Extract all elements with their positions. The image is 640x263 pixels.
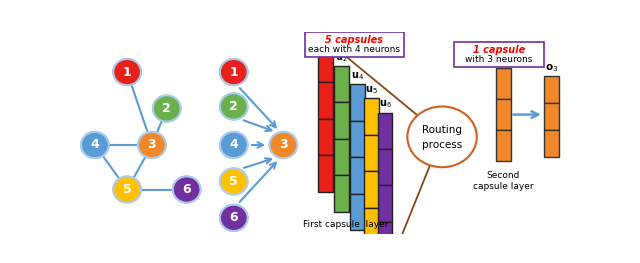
Text: 1 capsule: 1 capsule [473, 45, 525, 55]
Bar [544, 130, 559, 157]
Text: 6: 6 [182, 183, 191, 196]
Bar [334, 66, 349, 102]
Bar [378, 113, 392, 149]
Ellipse shape [269, 132, 297, 158]
Bar [364, 135, 379, 171]
Bar [495, 130, 511, 161]
Bar [378, 149, 392, 185]
Text: with 3 neurons: with 3 neurons [465, 55, 533, 64]
Text: 6: 6 [230, 211, 238, 224]
Bar [318, 82, 333, 119]
Text: 2: 2 [163, 102, 171, 115]
Bar [544, 76, 559, 103]
Ellipse shape [220, 205, 248, 231]
Text: $\mathbf{u}_{6}$: $\mathbf{u}_{6}$ [379, 98, 392, 110]
Ellipse shape [220, 93, 248, 120]
Text: 1: 1 [123, 65, 131, 79]
Bar [334, 139, 349, 175]
Text: $\mathbf{u}_{2}$: $\mathbf{u}_{2}$ [335, 52, 348, 64]
Ellipse shape [138, 132, 166, 158]
Ellipse shape [113, 59, 141, 85]
Text: 4: 4 [90, 138, 99, 151]
Ellipse shape [220, 59, 248, 85]
Bar [364, 98, 379, 135]
Text: 1: 1 [229, 65, 238, 79]
Text: $\mathbf{u}_{1}$: $\mathbf{u}_{1}$ [319, 32, 332, 43]
Ellipse shape [113, 176, 141, 203]
Bar [364, 208, 379, 244]
FancyBboxPatch shape [305, 32, 404, 57]
Bar [495, 68, 511, 99]
Bar [378, 185, 392, 222]
Text: Routing: Routing [422, 125, 462, 135]
Text: each with 4 neurons: each with 4 neurons [308, 45, 400, 54]
Text: $\mathbf{o}_3$: $\mathbf{o}_3$ [545, 62, 558, 74]
Bar [350, 121, 365, 157]
Text: 4: 4 [229, 138, 238, 151]
Ellipse shape [173, 176, 200, 203]
Bar [350, 157, 365, 194]
Bar [334, 102, 349, 139]
Ellipse shape [220, 132, 248, 158]
Text: $\mathbf{e}_3$: $\mathbf{e}_3$ [497, 54, 509, 65]
Text: Second
capsule layer: Second capsule layer [473, 171, 533, 191]
Text: 2: 2 [229, 100, 238, 113]
Bar [364, 171, 379, 208]
Bar [495, 99, 511, 130]
Text: 3: 3 [279, 138, 287, 151]
Text: process: process [422, 140, 462, 150]
Ellipse shape [407, 107, 477, 167]
Bar [318, 119, 333, 155]
FancyBboxPatch shape [454, 42, 544, 67]
Text: 5 capsules: 5 capsules [325, 35, 383, 45]
Ellipse shape [220, 168, 248, 195]
Bar [318, 155, 333, 191]
Text: 5: 5 [229, 175, 238, 188]
Text: $\mathbf{u}_{5}$: $\mathbf{u}_{5}$ [365, 84, 378, 96]
Text: First capsule  layer: First capsule layer [303, 220, 388, 229]
Bar [318, 46, 333, 82]
Text: 3: 3 [148, 138, 156, 151]
Ellipse shape [153, 95, 180, 122]
Bar [544, 103, 559, 130]
Bar [378, 222, 392, 258]
Text: $\mathbf{u}_{4}$: $\mathbf{u}_{4}$ [351, 70, 364, 82]
Bar [350, 194, 365, 230]
Bar [350, 84, 365, 121]
Ellipse shape [81, 132, 109, 158]
Bar [334, 175, 349, 212]
Text: 5: 5 [123, 183, 131, 196]
